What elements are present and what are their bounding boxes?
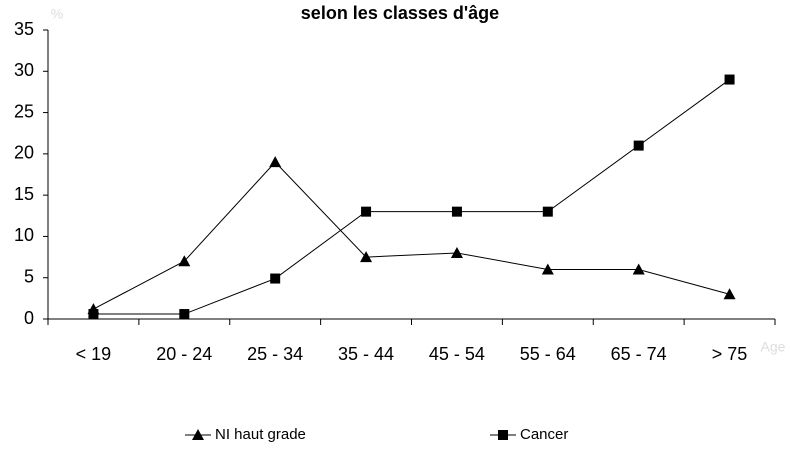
data-point [451,206,462,217]
data-point [179,309,190,320]
data-point [724,74,735,85]
data-point [542,206,553,217]
series-line [93,79,730,315]
data-point [88,309,99,320]
legend-marker [192,429,204,440]
x-tick-label: 45 - 54 [429,344,485,364]
legend-label: Cancer [520,426,568,443]
y-tick-label: 25 [14,101,34,121]
x-tick-label: 55 - 64 [520,344,576,364]
data-point [450,246,463,258]
y-tick-label: 5 [24,266,34,286]
data-point [270,273,281,284]
x-tick-label: < 19 [76,344,112,364]
series-line [93,161,730,310]
data-point [178,255,191,267]
y-tick-label: 15 [14,184,34,204]
data-point [361,206,372,217]
y-tick-label: 10 [14,225,34,245]
data-point [632,263,645,275]
legend-label: NI haut grade [215,426,306,443]
data-point [269,156,282,168]
data-point [633,140,644,151]
data-point [360,251,373,263]
x-axis-label: Age [761,339,786,355]
data-point [541,263,554,275]
x-tick-label: 35 - 44 [338,344,394,364]
y-tick-label: 20 [14,143,34,163]
chart-title: selon les classes d'âge [301,3,499,23]
y-tick-label: 0 [24,308,34,328]
y-tick-label: 35 [14,19,34,39]
y-tick-label: 30 [14,60,34,80]
x-tick-label: 20 - 24 [156,344,212,364]
x-tick-label: 65 - 74 [611,344,667,364]
x-tick-label: > 75 [712,344,748,364]
data-point [723,288,736,300]
legend-marker [498,430,508,440]
y-axis-label: % [51,6,63,22]
x-tick-label: 25 - 34 [247,344,303,364]
